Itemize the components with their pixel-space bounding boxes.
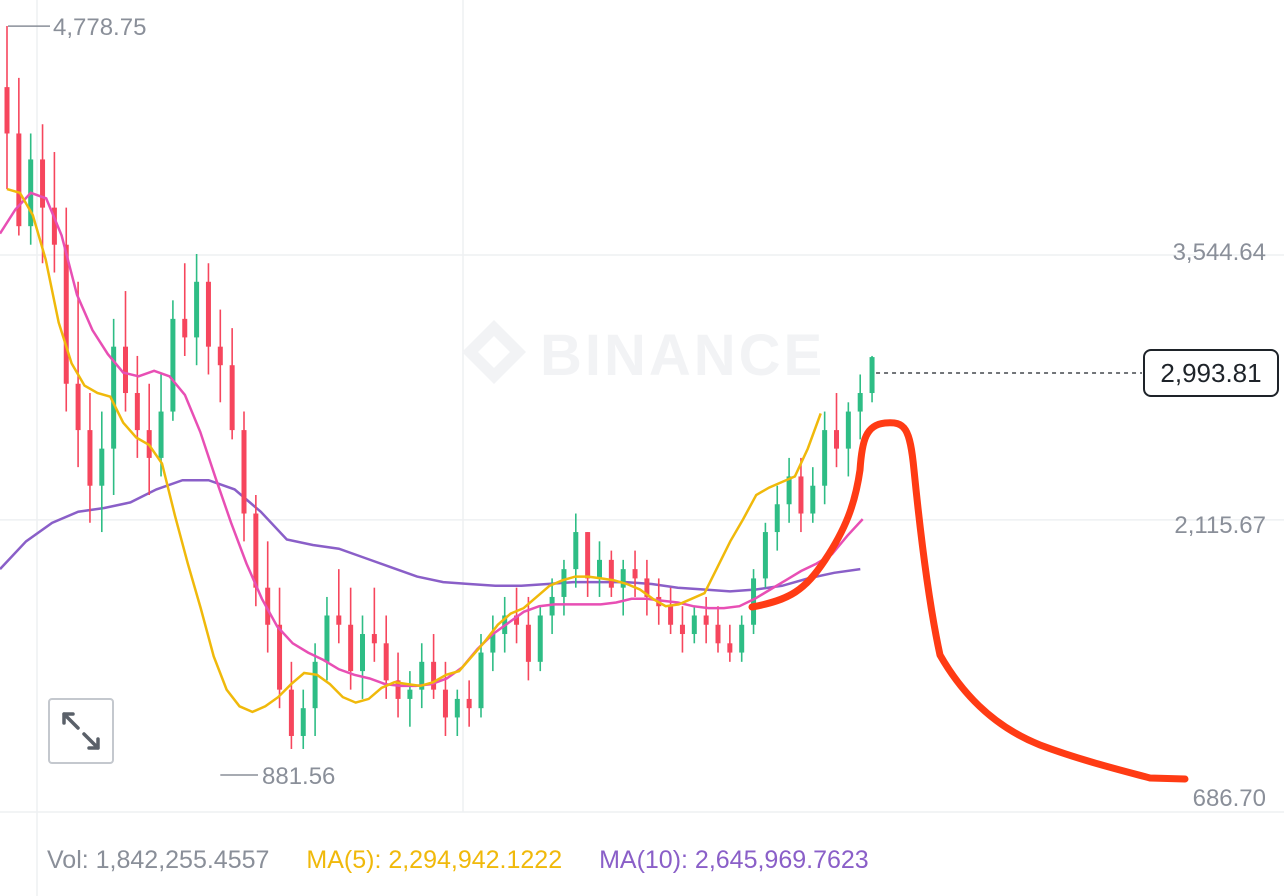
candle-up xyxy=(561,569,567,597)
low-price-label: 881.56 xyxy=(262,763,335,790)
candle-down xyxy=(51,207,57,245)
candle-down xyxy=(229,365,235,431)
ma-short-line xyxy=(6,187,822,714)
candle-down xyxy=(395,680,401,699)
candle-down xyxy=(134,393,140,431)
candle-down xyxy=(265,587,271,625)
volume-readout: Vol: 1,842,255.4557 xyxy=(47,846,270,874)
candle-up xyxy=(537,615,543,662)
candle-up xyxy=(478,652,484,709)
candle-down xyxy=(348,624,354,672)
ma5-readout: MA(5): 2,294,942.1222 xyxy=(306,846,563,874)
candle-down xyxy=(217,346,223,366)
candle-up xyxy=(312,661,318,709)
candle-down xyxy=(679,624,685,635)
candle-up xyxy=(597,559,602,579)
candle-up xyxy=(99,448,105,486)
candle-down xyxy=(585,532,591,579)
red-prediction-stroke xyxy=(748,419,1189,783)
candle-down xyxy=(798,476,804,514)
current-price-value: 2,993.81 xyxy=(1160,357,1262,388)
binance-watermark: BINANCE xyxy=(462,320,825,388)
candle-up xyxy=(170,318,176,412)
candle-down xyxy=(431,661,437,690)
candle-up xyxy=(822,430,828,486)
candle-down xyxy=(525,624,531,662)
ma-long-line xyxy=(0,478,861,593)
candle-down xyxy=(514,615,520,625)
candle-down xyxy=(4,87,10,134)
candle-down xyxy=(241,430,247,514)
candle-up xyxy=(490,634,496,653)
high-price-label: 4,778.75 xyxy=(53,14,146,41)
y-tick-label: 686.70 xyxy=(1193,785,1266,812)
fullscreen-button[interactable] xyxy=(48,698,114,764)
candle-up xyxy=(857,393,863,412)
hand-drawn-annotation xyxy=(748,419,1189,783)
ma-long-series xyxy=(0,478,861,593)
candle-up xyxy=(194,281,200,338)
candle-down xyxy=(715,624,721,644)
candle-down xyxy=(442,689,448,718)
candle-up xyxy=(869,357,875,394)
candle-up xyxy=(549,596,555,616)
candle-up xyxy=(739,624,745,653)
expand-icon xyxy=(62,712,100,750)
candle-down xyxy=(834,430,839,449)
ma-mid-line xyxy=(0,191,864,688)
candle-down xyxy=(123,346,128,394)
candle-down xyxy=(336,615,342,625)
ma10-readout: MA(10): 2,645,969.7623 xyxy=(599,846,869,874)
y-tick-label: 3,544.64 xyxy=(1173,239,1266,266)
candle-down xyxy=(277,624,283,690)
candle-down xyxy=(253,513,259,588)
candle-up xyxy=(454,698,460,718)
candle-up xyxy=(786,476,792,505)
candle-down xyxy=(727,643,733,653)
candle-down xyxy=(371,634,377,644)
candle-up xyxy=(691,615,697,635)
candle-up xyxy=(111,346,117,449)
candle-down xyxy=(87,430,93,486)
candle-down xyxy=(40,159,46,208)
candle-down xyxy=(16,133,22,227)
ma-short-series xyxy=(6,187,822,714)
candle-up xyxy=(774,504,780,533)
y-tick-label: 2,115.67 xyxy=(1174,512,1266,539)
candle-down xyxy=(288,689,294,736)
candle-down xyxy=(182,318,188,338)
candle-down xyxy=(608,559,614,588)
candles xyxy=(4,25,875,749)
candle-up xyxy=(158,411,164,458)
candle-down xyxy=(466,698,472,709)
candle-up xyxy=(300,708,306,736)
candle-up xyxy=(324,615,330,662)
candle-down xyxy=(703,615,709,625)
candle-up xyxy=(620,569,626,588)
candle-up xyxy=(762,532,768,579)
candle-up xyxy=(751,578,757,625)
candle-down xyxy=(668,606,674,625)
price-labels: 3,544.64 2,115.67 686.70 4,778.75 881.56 xyxy=(8,14,1266,812)
candle-down xyxy=(644,578,650,597)
candle-up xyxy=(573,532,579,570)
ma-mid-series xyxy=(0,191,864,688)
candle-down xyxy=(63,244,69,384)
candle-up xyxy=(419,661,425,690)
current-price-tag: 2,993.81 xyxy=(1143,349,1279,397)
binance-logo-mark xyxy=(462,320,526,384)
candle-up xyxy=(810,485,816,514)
candle-up xyxy=(407,689,413,699)
candle-up xyxy=(360,634,365,672)
indicator-legend: Vol: 1,842,255.4557 MA(5): 2,294,942.122… xyxy=(47,846,899,875)
candle-down xyxy=(632,569,638,579)
candle-down xyxy=(75,383,81,431)
watermark-text: BINANCE xyxy=(540,323,825,388)
candle-down xyxy=(383,643,389,681)
candle-up xyxy=(845,411,851,449)
candle-down xyxy=(205,281,211,347)
